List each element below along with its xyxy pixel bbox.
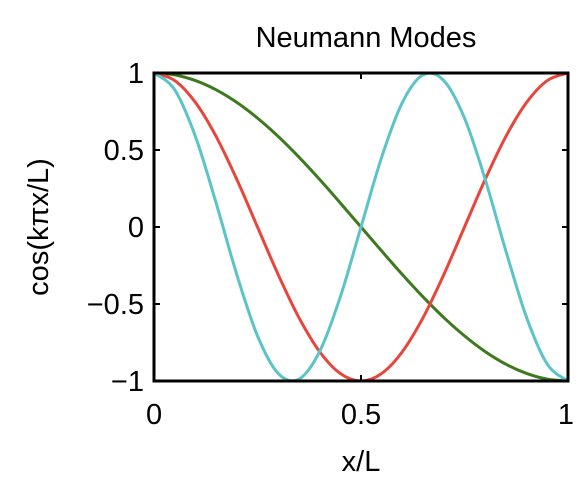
x-tick-label: 0 [146, 399, 162, 431]
y-tick-label: 0.5 [104, 135, 144, 167]
series-line-4 [152, 71, 570, 383]
x-tick-label: 1 [558, 399, 574, 431]
series-layer [152, 71, 570, 383]
y-tick-label: −1 [111, 366, 144, 398]
axis-layer: 10.50−0.5−10 0.5 1 [87, 58, 574, 431]
y-tick-label: 0 [128, 212, 144, 244]
x-tick-label: 0.5 [341, 399, 381, 431]
chart-title: Neumann Modes [256, 22, 477, 54]
y-axis-label: cos(kπx/L) [23, 158, 55, 296]
x-axis-label: x/L [342, 446, 381, 478]
y-tick-label: 1 [128, 58, 144, 90]
y-tick-label: −0.5 [87, 289, 144, 321]
